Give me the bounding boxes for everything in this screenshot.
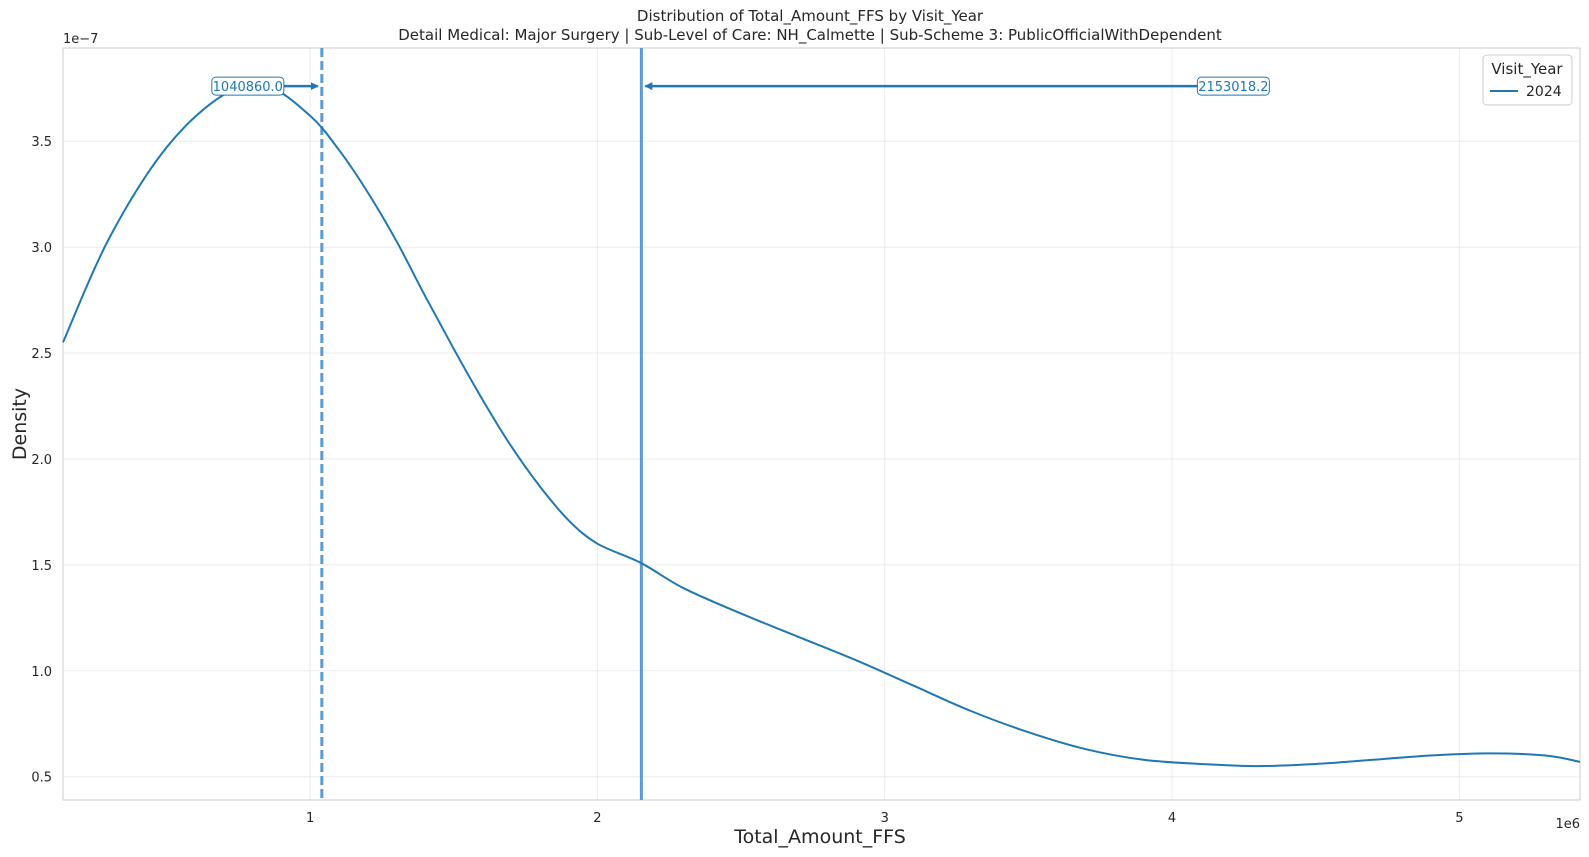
annotation-label: 1040860.0 <box>213 80 283 95</box>
x-tick-label: 2 <box>593 811 601 826</box>
x-axis-label: Total_Amount_FFS <box>733 826 906 848</box>
x-axis-ticks: 1 2 3 4 5 <box>306 811 1464 826</box>
chart-title: Distribution of Total_Amount_FFS by Visi… <box>637 7 984 26</box>
y-tick-label: 1.0 <box>31 665 52 680</box>
annotation-box <box>211 76 285 96</box>
y-tick-label: 3.5 <box>31 135 52 150</box>
legend-label-2024: 2024 <box>1526 84 1562 100</box>
y-tick-label: 1.5 <box>31 559 52 574</box>
legend-title: Visit_Year <box>1491 60 1563 79</box>
y-axis-ticks: 0.5 1.0 1.5 2.0 2.5 3.0 3.5 <box>31 135 52 785</box>
plot-area-frame <box>62 47 1581 801</box>
y-tick-label: 3.0 <box>31 241 52 256</box>
annotation-box <box>1196 76 1270 96</box>
density-curve-2024 <box>62 83 1581 768</box>
annotations: 1040860.0 2153018.2 <box>211 76 1270 96</box>
y-tick-label: 2.5 <box>31 347 52 362</box>
y-tick-label: 0.5 <box>31 771 52 786</box>
x-tick-label: 3 <box>881 811 889 826</box>
annotation-label: 2153018.2 <box>1198 80 1268 95</box>
y-scale-label: 1e−7 <box>63 32 98 47</box>
x-tick-label: 1 <box>306 811 314 826</box>
y-tick-label: 2.0 <box>31 453 52 468</box>
reference-lines <box>320 48 643 800</box>
x-tick-label: 5 <box>1455 811 1463 826</box>
x-tick-label: 4 <box>1168 811 1176 826</box>
grid-lines <box>63 48 1580 800</box>
x-scale-label: 1e6 <box>1555 817 1580 832</box>
chart-subtitle: Detail Medical: Major Surgery | Sub-Leve… <box>398 26 1222 45</box>
legend: Visit_Year 2024 <box>1482 54 1573 106</box>
y-axis-label: Density <box>9 388 31 460</box>
legend-box <box>1482 54 1573 106</box>
